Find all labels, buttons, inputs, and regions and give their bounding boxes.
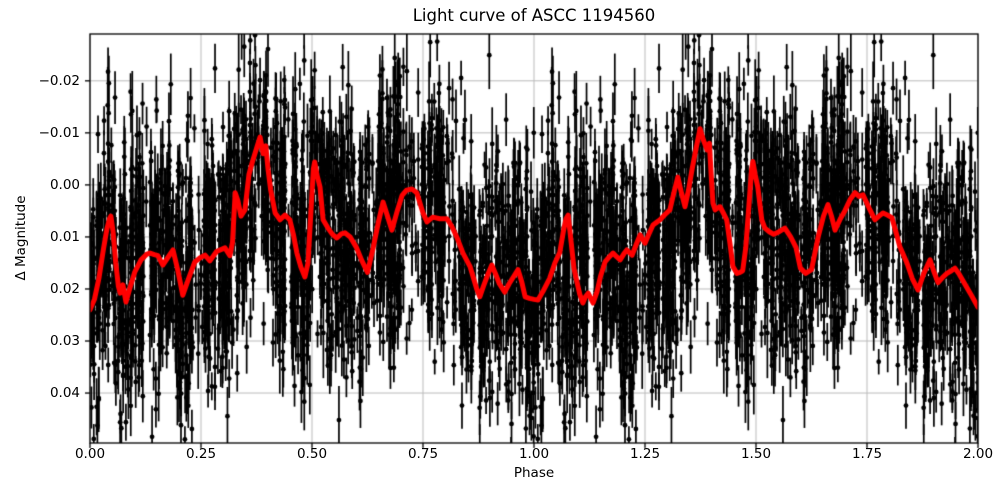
chart-title: Light curve of ASCC 1194560 (412, 6, 656, 25)
x-axis-label: Phase (513, 465, 555, 481)
y-tick-label: 0.03 (49, 333, 80, 349)
x-tick-label: 0.50 (296, 446, 328, 462)
x-tick-label: 1.25 (629, 446, 661, 462)
y-tick-label: 0.00 (49, 176, 80, 193)
x-tick-label: 1.50 (740, 446, 772, 462)
x-tick-label: 0.25 (185, 446, 217, 462)
y-tick-label: 0.01 (49, 228, 80, 245)
y-tick-label: 0.04 (49, 385, 80, 402)
y-tick-label: −0.01 (38, 124, 80, 141)
x-tick-label: 1.00 (518, 446, 550, 462)
x-tick-label: 0.75 (407, 446, 439, 462)
x-tick-label: 1.75 (851, 446, 883, 462)
y-tick-label: −0.02 (38, 72, 80, 89)
y-tick-label: 0.02 (49, 280, 80, 297)
x-tick-label: 0.00 (74, 446, 106, 462)
x-tick-label: 2.00 (962, 446, 994, 462)
